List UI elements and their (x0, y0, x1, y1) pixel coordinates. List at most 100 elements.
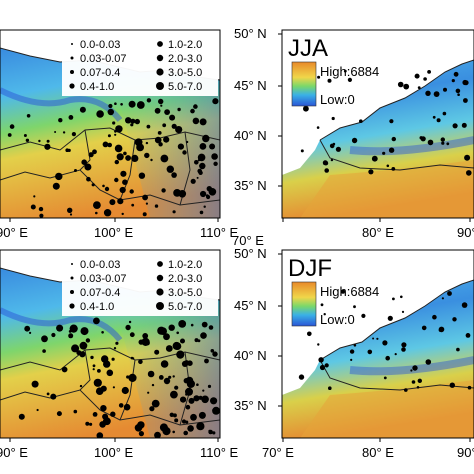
station-marker (164, 109, 171, 115)
legend-marker (157, 261, 163, 267)
station-marker (198, 170, 203, 175)
station-marker (316, 126, 320, 129)
station-marker (177, 143, 184, 150)
station-marker (38, 206, 44, 212)
x-tick-label: 100° E (94, 225, 134, 240)
station-marker (121, 386, 129, 395)
station-marker (136, 143, 145, 152)
station-marker (131, 203, 135, 207)
station-marker (23, 134, 27, 137)
station-marker (129, 332, 135, 338)
station-marker (397, 81, 404, 88)
legend-label: 0.03-0.07 (80, 53, 126, 65)
station-marker (41, 335, 48, 343)
legend-label: 0.0-0.03 (80, 259, 120, 271)
station-marker (147, 391, 150, 394)
station-marker (178, 320, 187, 328)
station-marker (394, 353, 397, 356)
station-marker (44, 143, 51, 150)
legend-marker (71, 43, 73, 45)
y-tick-label: 35° N (234, 178, 267, 193)
station-marker (128, 320, 132, 324)
station-marker (134, 118, 140, 125)
station-marker (427, 139, 434, 146)
station-marker (350, 358, 353, 361)
station-marker (466, 170, 472, 176)
legend-label: 3.0-5.0 (168, 287, 202, 299)
station-marker (401, 347, 406, 352)
station-marker (162, 123, 167, 128)
station-marker (102, 184, 105, 188)
station-marker (73, 409, 78, 414)
legend-marker (71, 263, 73, 265)
station-marker (151, 399, 160, 408)
map-panel-top-left: 0.0-0.03 0.03-0.07 0.07-0.4 0.4-1.0 1.0-2.0 2… (0, 29, 239, 240)
legend-marker (156, 274, 164, 282)
station-marker (118, 403, 124, 408)
station-marker (212, 98, 219, 105)
station-marker (157, 131, 162, 135)
station-marker (199, 143, 207, 150)
station-marker (145, 340, 150, 346)
station-marker (61, 366, 68, 373)
map-panel-bottom-left: 0.0-0.03 0.03-0.07 0.07-0.4 0.4-1.0 1.0-2.0 2… (0, 249, 239, 460)
station-marker (107, 108, 115, 116)
station-marker (108, 103, 113, 109)
station-marker (368, 169, 374, 175)
station-marker (160, 154, 169, 163)
legend-marker (156, 302, 164, 310)
station-marker (201, 321, 208, 328)
map-panel-top-right: JJA High:6884 Low:0 50° N 45° N 40° N 35… (232, 26, 474, 248)
station-marker (115, 125, 123, 133)
station-marker (46, 139, 50, 143)
station-marker (211, 153, 218, 160)
station-marker (324, 168, 330, 173)
station-marker (347, 77, 352, 82)
y-tick-label: 50° N (234, 26, 267, 41)
station-marker (122, 179, 128, 185)
station-marker (160, 423, 167, 430)
station-marker (416, 386, 420, 389)
legend-label: 1.0-2.0 (168, 259, 202, 271)
station-marker (323, 313, 326, 316)
province-border (79, 349, 91, 391)
station-marker (188, 397, 195, 404)
station-marker (401, 342, 407, 348)
station-marker (401, 310, 405, 313)
station-marker (403, 83, 410, 90)
station-marker (121, 212, 124, 216)
station-marker (194, 160, 199, 165)
y-tick-label: 40° N (234, 128, 267, 143)
station-marker (298, 374, 305, 380)
station-marker (71, 344, 80, 353)
station-marker (190, 178, 196, 184)
station-marker (115, 341, 119, 345)
station-marker (33, 195, 36, 198)
station-marker (93, 201, 101, 210)
map-panel-bottom-right: DJF High:6884 Low:0 50° N 45° N 40° N 35… (234, 246, 474, 460)
station-marker (71, 132, 76, 137)
colorbar (291, 281, 317, 327)
station-marker (327, 78, 332, 83)
station-marker (138, 431, 144, 437)
station-marker (42, 349, 46, 353)
station-marker (190, 108, 195, 114)
station-marker (201, 395, 209, 404)
station-markers (298, 289, 472, 392)
station-marker (420, 136, 426, 142)
season-label: DJF (288, 255, 332, 282)
legend-marker (157, 41, 163, 47)
station-marker (29, 331, 32, 334)
colorbar-high-label: High:6884 (320, 284, 379, 299)
station-marker (142, 212, 147, 217)
station-marker (307, 331, 312, 337)
station-marker (446, 142, 450, 146)
station-marker (465, 333, 471, 338)
station-marker (154, 107, 161, 114)
station-marker (79, 106, 86, 113)
legend-marker (69, 83, 75, 89)
station-marker (303, 105, 309, 112)
station-marker (165, 345, 173, 352)
station-marker (461, 122, 467, 128)
